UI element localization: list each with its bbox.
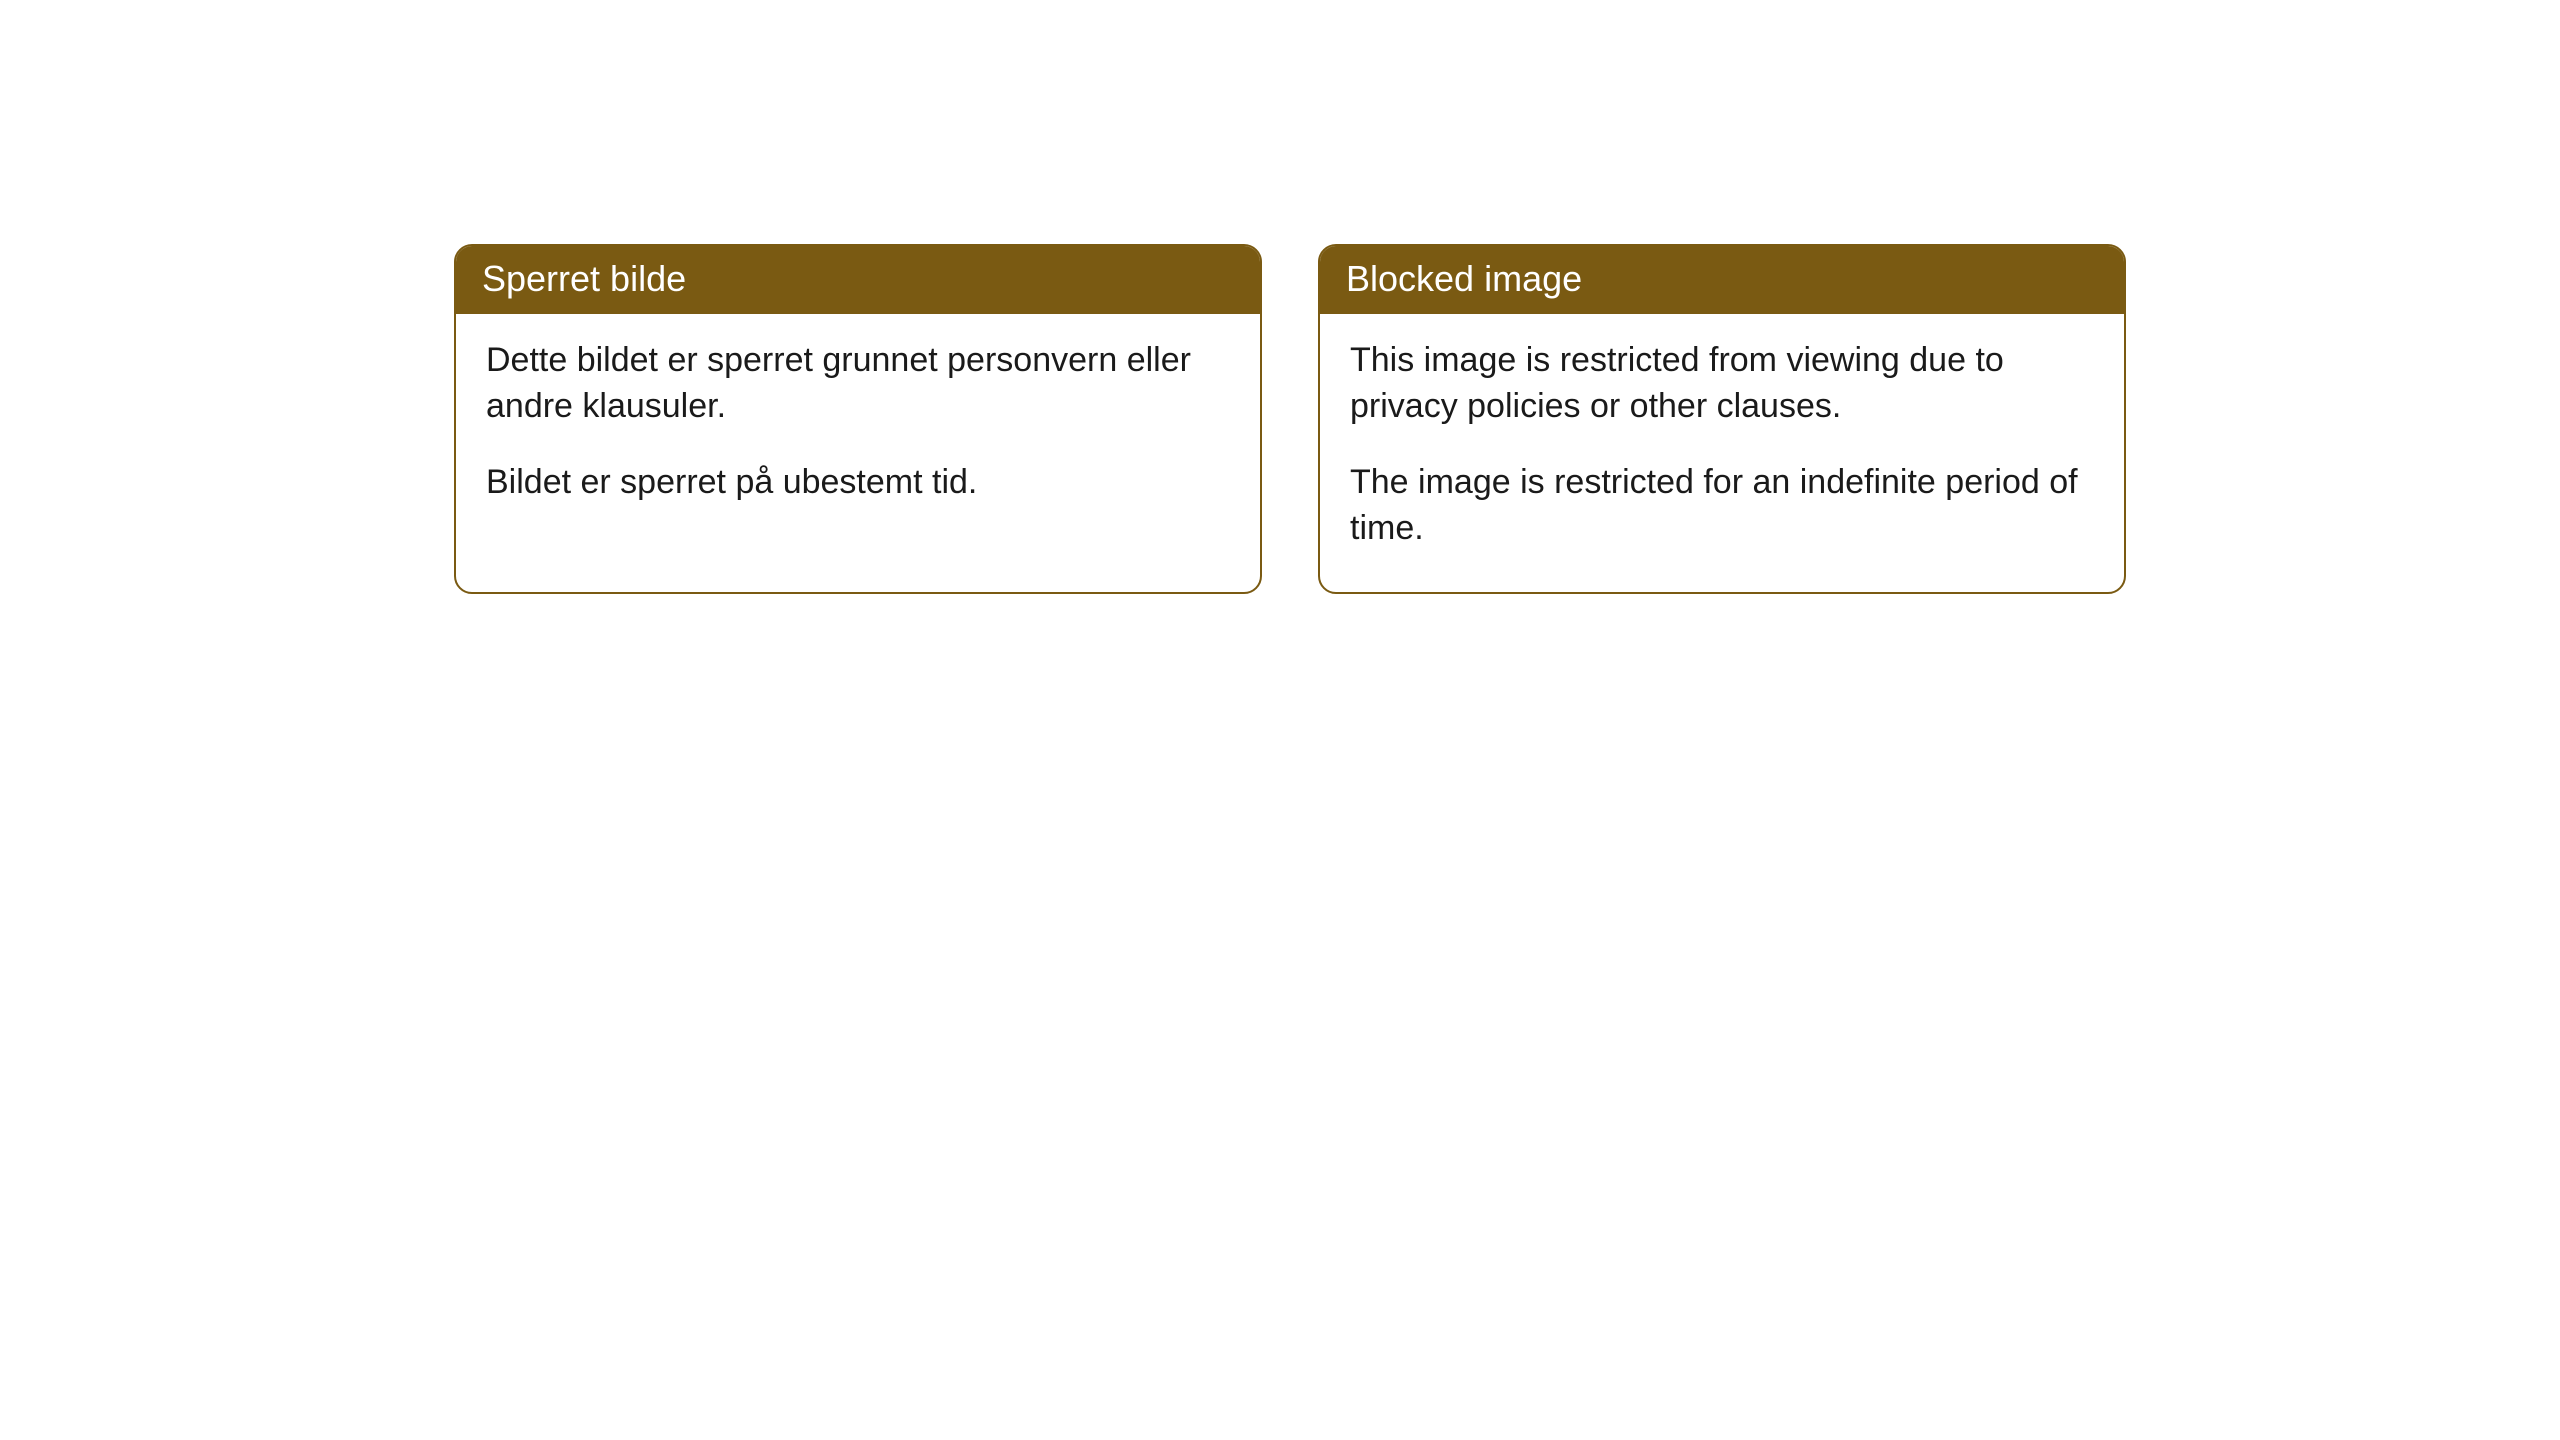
card-title-english: Blocked image (1346, 258, 1582, 299)
card-paragraph-1-norwegian: Dette bildet er sperret grunnet personve… (486, 338, 1230, 430)
info-card-english: Blocked image This image is restricted f… (1318, 244, 2126, 594)
info-cards-container: Sperret bilde Dette bildet er sperret gr… (454, 244, 2560, 594)
card-paragraph-2-norwegian: Bildet er sperret på ubestemt tid. (486, 460, 1230, 506)
card-body-norwegian: Dette bildet er sperret grunnet personve… (456, 314, 1260, 546)
card-paragraph-1-english: This image is restricted from viewing du… (1350, 338, 2094, 430)
info-card-norwegian: Sperret bilde Dette bildet er sperret gr… (454, 244, 1262, 594)
card-header-english: Blocked image (1320, 246, 2124, 314)
card-paragraph-2-english: The image is restricted for an indefinit… (1350, 460, 2094, 552)
card-header-norwegian: Sperret bilde (456, 246, 1260, 314)
card-title-norwegian: Sperret bilde (482, 258, 686, 299)
card-body-english: This image is restricted from viewing du… (1320, 314, 2124, 592)
